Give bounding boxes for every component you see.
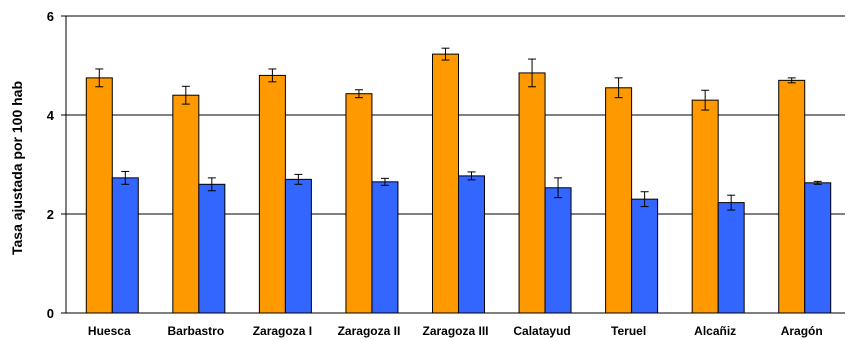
bar — [284, 178, 312, 314]
bar — [691, 99, 719, 314]
x-tick-label: Zaragoza I — [253, 324, 312, 338]
bar — [631, 198, 659, 314]
bars — [85, 53, 832, 314]
y-axis-label: Tasa ajustada por 100 hab — [9, 81, 25, 255]
bar — [371, 181, 399, 314]
x-tick-label: Huesca — [88, 324, 131, 338]
y-tick-label: 6 — [47, 9, 54, 24]
y-tick-label: 2 — [47, 207, 54, 222]
bar — [172, 94, 200, 314]
bar — [432, 53, 459, 314]
x-tick-label: Alcañiz — [694, 324, 736, 338]
bar — [518, 72, 546, 314]
y-tick-label: 4 — [47, 108, 55, 123]
x-tick-label: Zaragoza III — [422, 324, 488, 338]
bar — [345, 93, 373, 314]
bar — [605, 87, 633, 314]
x-tick-label: Zaragoza II — [338, 324, 401, 338]
bar — [778, 79, 806, 314]
y-tick-label: 0 — [47, 306, 54, 321]
bar — [544, 187, 572, 314]
bar — [717, 202, 745, 314]
y-tick-labels: 0 2 4 6 — [47, 9, 55, 321]
x-tick-labels: Huesca Barbastro Zaragoza I Zaragoza II Zara… — [88, 324, 823, 338]
bar — [85, 77, 113, 314]
bar — [258, 74, 286, 314]
x-tick-label: Teruel — [611, 324, 646, 338]
x-tick-label: Barbastro — [167, 324, 224, 338]
error-bars — [95, 47, 822, 211]
x-tick-label: Aragón — [781, 324, 823, 338]
bar — [198, 183, 226, 314]
bar — [804, 182, 832, 314]
bar — [111, 177, 139, 314]
bar — [458, 175, 485, 314]
x-tick-label: Calatayud — [513, 324, 570, 338]
